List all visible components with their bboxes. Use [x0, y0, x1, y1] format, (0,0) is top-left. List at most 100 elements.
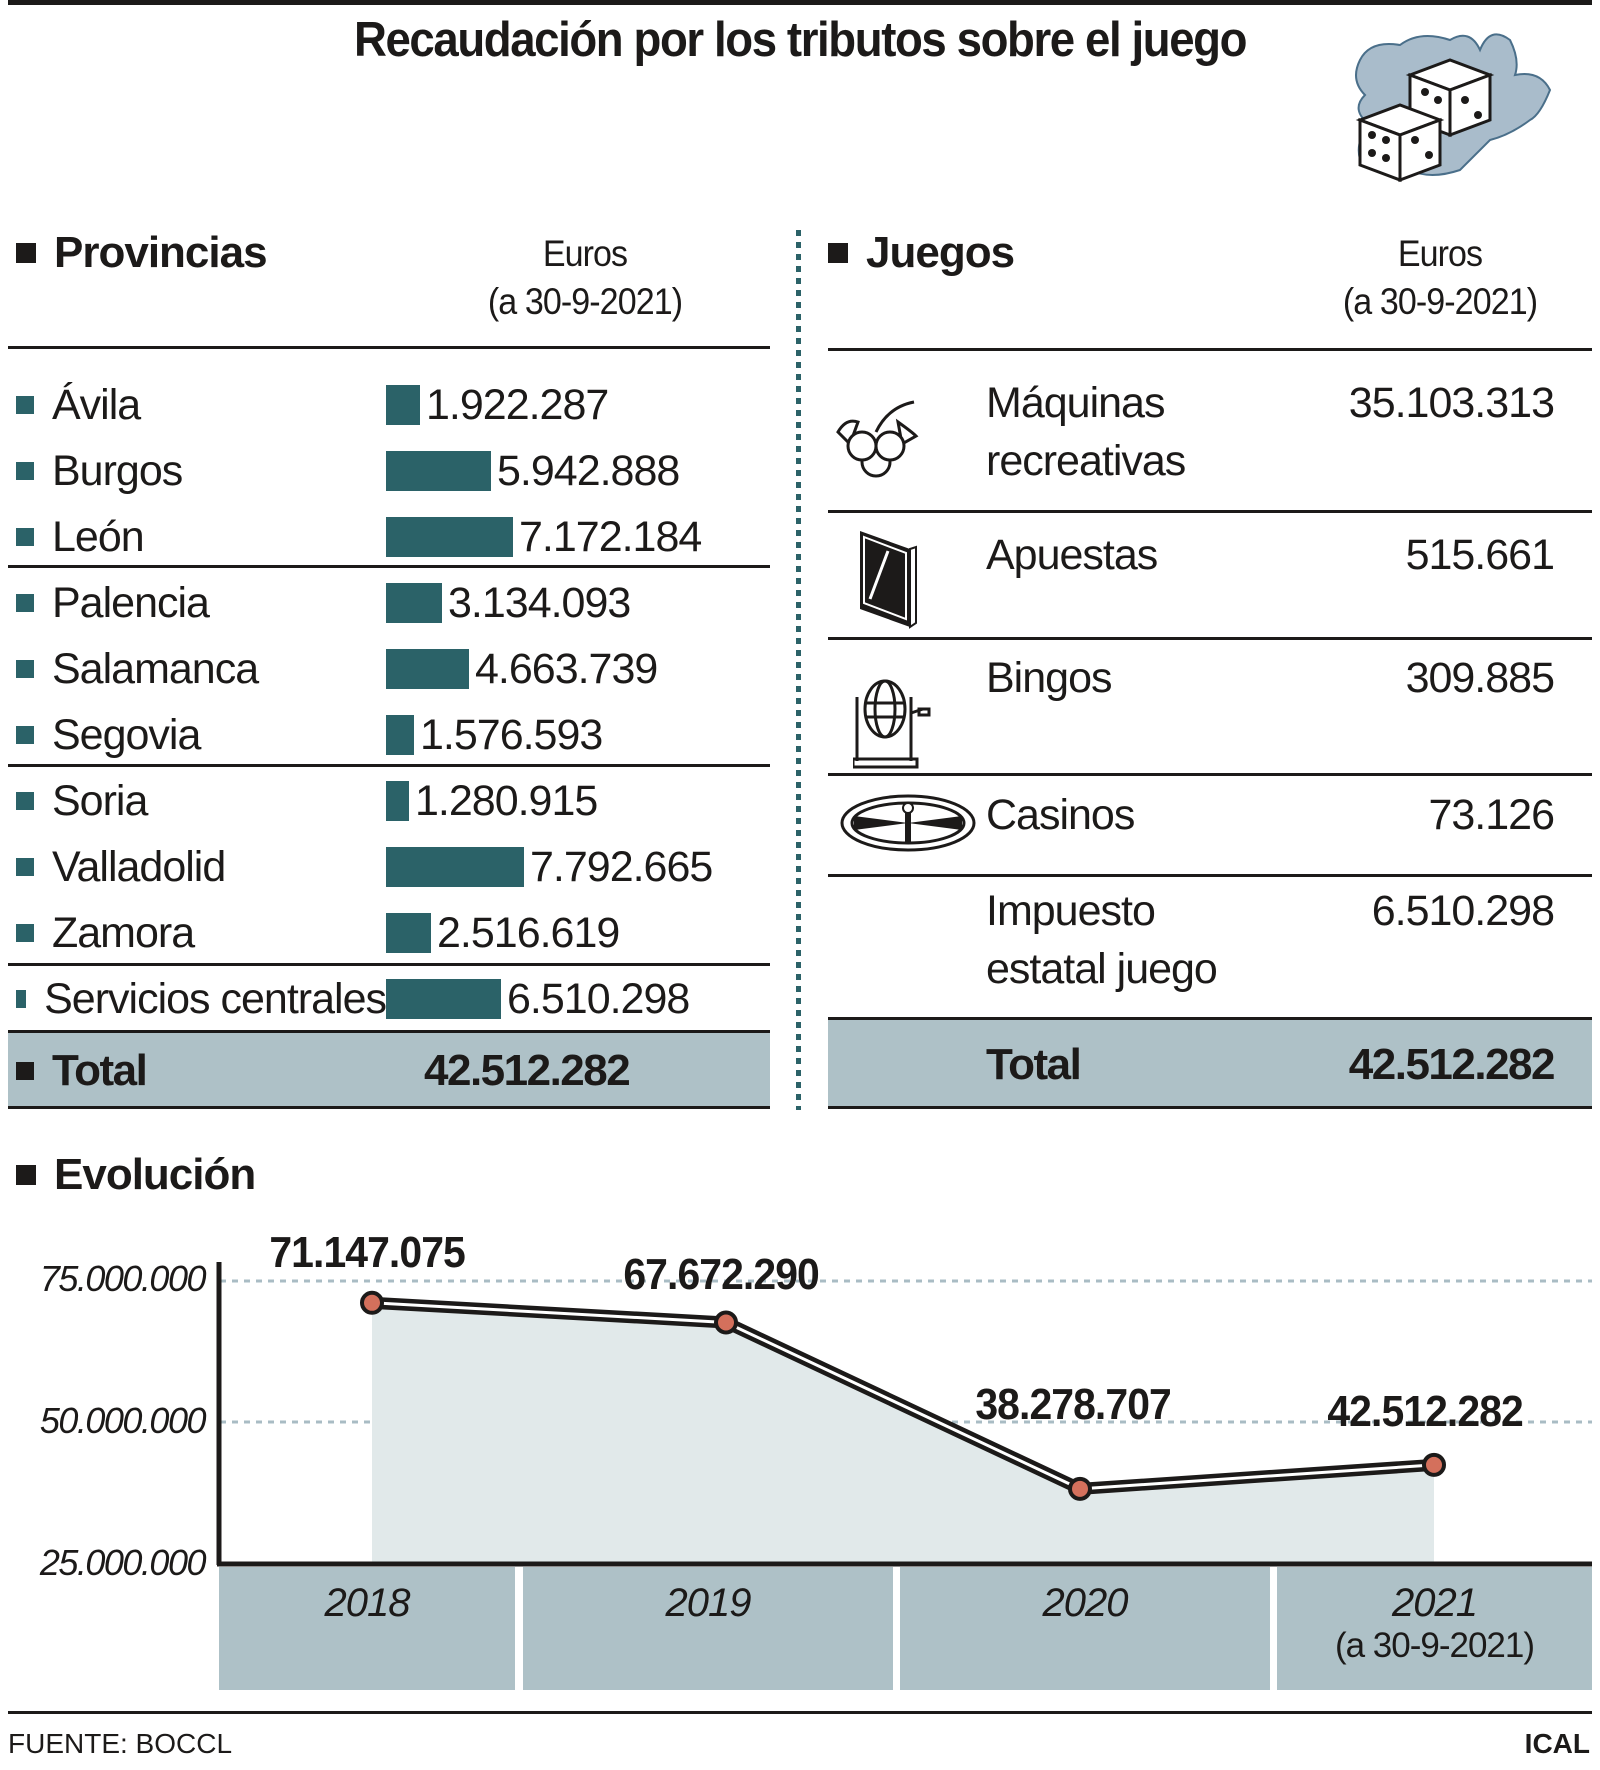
provincia-row: Ávila 1.922.287	[16, 372, 776, 438]
provincia-name: Valladolid	[52, 842, 226, 891]
provincias-total-row: Total 42.512.282	[8, 1030, 770, 1109]
provincia-name: Servicios centrales	[44, 974, 387, 1023]
column-separator	[796, 230, 801, 1110]
provincia-value: 3.134.093	[448, 578, 631, 627]
dice-on-map-icon	[1355, 33, 1552, 183]
provincia-bar	[386, 781, 409, 821]
juegos-unit: Euros (a 30-9-2021)	[1342, 233, 1538, 322]
provincia-name: Salamanca	[52, 644, 259, 693]
provincia-bar	[386, 715, 414, 755]
provincia-value: 5.942.888	[497, 446, 680, 495]
juego-row: Apuestas 515.661	[828, 515, 1592, 635]
provincia-bar	[386, 583, 442, 623]
juego-row: Impuesto estatal juego 6.510.298	[828, 882, 1592, 1012]
juego-row: Casinos 73.126	[828, 780, 1592, 870]
juego-label: Apuestas	[986, 531, 1158, 579]
source-note: FUENTE: BOCCL	[8, 1728, 233, 1759]
credit-label: ICAL	[1524, 1728, 1590, 1759]
provincia-value: 2.516.619	[437, 908, 620, 957]
x-label-2021: 2021 (a 30-9-2021)	[1277, 1567, 1592, 1690]
y-tick-label: 25.000.000	[39, 1542, 207, 1583]
bullet-square-icon	[16, 1165, 36, 1185]
bullet-square-icon	[16, 792, 34, 810]
provincia-name: León	[52, 512, 145, 561]
series-line-highlight	[371, 1301, 1435, 1491]
juego-value: 35.103.313	[1348, 379, 1555, 427]
bullet-square-icon	[16, 243, 36, 263]
juego-value: 309.885	[1405, 654, 1555, 702]
provincia-row: Salamanca 4.663.739	[16, 636, 776, 702]
bullet-square-icon	[16, 990, 27, 1008]
juego-value: 6.510.298	[1371, 887, 1555, 935]
y-tick-label: 75.000.000	[39, 1258, 207, 1299]
provincia-bar	[386, 649, 469, 689]
provincia-value: 1.922.287	[426, 380, 609, 429]
provincia-row: Servicios centrales 6.510.298	[16, 966, 776, 1032]
area-fill	[372, 1302, 1434, 1562]
provincia-bar	[386, 451, 491, 491]
divider	[8, 963, 770, 966]
divider	[8, 1106, 770, 1109]
roulette-icon	[840, 794, 976, 852]
juegos-heading: Juegos	[828, 228, 1015, 278]
provincia-bar	[386, 847, 524, 887]
x-label-2018: 2018	[219, 1567, 515, 1690]
provincia-row: Palencia 3.134.093	[16, 570, 776, 636]
divider	[828, 1106, 1592, 1109]
bingo-drum-icon	[853, 679, 931, 769]
data-markers	[360, 1290, 1446, 1501]
bullet-square-icon	[16, 1062, 34, 1080]
juego-label: Máquinas recreativas	[986, 379, 1186, 485]
x-label-2020: 2020	[900, 1567, 1270, 1690]
juego-label: Impuesto estatal juego	[986, 887, 1218, 993]
evolucion-heading: Evolución	[16, 1150, 256, 1200]
evolution-line-chart	[216, 1262, 1592, 1567]
provincia-name: Segovia	[52, 710, 201, 759]
provincia-bar	[386, 385, 420, 425]
divider	[828, 348, 1592, 351]
juegos-total-row: Total 42.512.282	[828, 1017, 1592, 1109]
data-point-marker	[1068, 1476, 1092, 1501]
juego-value: 515.661	[1405, 531, 1555, 579]
divider	[8, 346, 770, 349]
divider	[828, 773, 1592, 776]
provincia-bar	[386, 913, 431, 953]
provincia-name: Zamora	[52, 908, 195, 957]
data-label-2019: 67.672.290	[623, 1250, 819, 1299]
bullet-square-icon	[16, 924, 34, 942]
data-point-marker	[360, 1290, 384, 1315]
juego-value: 73.126	[1428, 791, 1555, 839]
footer-rule	[8, 1711, 1592, 1714]
data-point-marker	[1422, 1452, 1446, 1477]
y-tick-label: 50.000.000	[39, 1400, 207, 1441]
x-label-2019: 2019	[523, 1567, 893, 1690]
provincia-name: Burgos	[52, 446, 183, 495]
divider	[828, 510, 1592, 513]
data-point-marker	[714, 1310, 738, 1335]
fruit-slot-icon	[836, 400, 919, 478]
provincia-row: Soria 1.280.915	[16, 768, 776, 834]
provincia-row: Segovia 1.576.593	[16, 702, 776, 768]
divider	[8, 565, 770, 568]
bullet-square-icon	[16, 462, 34, 480]
provincia-row: Burgos 5.942.888	[16, 438, 776, 504]
divider	[828, 874, 1592, 877]
provincia-bar	[386, 979, 501, 1019]
bullet-square-icon	[16, 528, 34, 546]
data-label-2021: 42.512.282	[1327, 1387, 1523, 1436]
bullet-square-icon	[16, 594, 34, 612]
provincias-unit: Euros (a 30-9-2021)	[487, 233, 683, 322]
provincia-row: Zamora 2.516.619	[16, 900, 776, 966]
divider	[8, 764, 770, 767]
provincia-value: 1.576.593	[420, 710, 603, 759]
provincia-name: Ávila	[52, 380, 141, 429]
bullet-square-icon	[16, 396, 34, 414]
bullet-square-icon	[16, 726, 34, 744]
bullet-square-icon	[16, 858, 34, 876]
provincia-value: 1.280.915	[415, 776, 598, 825]
bullet-square-icon	[16, 660, 34, 678]
provincia-value: 6.510.298	[507, 974, 690, 1023]
juego-row: Máquinas recreativas 35.103.313	[828, 378, 1592, 508]
provincia-value: 7.172.184	[519, 512, 702, 561]
page-title: Recaudación por los tributos sobre el ju…	[353, 13, 1247, 67]
